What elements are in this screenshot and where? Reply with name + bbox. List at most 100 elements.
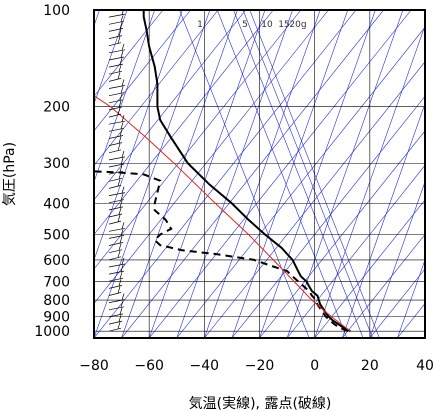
wind-barbs bbox=[108, 10, 126, 332]
wind-barb bbox=[108, 100, 123, 111]
y-tick-label: 100 bbox=[43, 3, 70, 19]
wind-barb bbox=[108, 300, 125, 311]
moist-adiabat-line bbox=[369, 180, 425, 338]
wind-barb bbox=[108, 107, 122, 118]
wind-barb bbox=[108, 65, 123, 75]
mixing-ratio-line bbox=[242, 10, 373, 338]
series-group bbox=[94, 10, 351, 333]
x-axis-title: 気温(実線), 露点(破線) bbox=[189, 396, 332, 412]
wind-barb bbox=[108, 143, 122, 154]
wind-barb bbox=[108, 10, 126, 18]
wind-barb bbox=[108, 172, 123, 182]
moist-adiabat-line bbox=[341, 102, 425, 338]
x-tick-label: 20 bbox=[361, 358, 379, 374]
moist-adiabat-line bbox=[397, 259, 425, 338]
wind-barb bbox=[108, 322, 122, 332]
wind-barb bbox=[108, 122, 125, 132]
y-tick-label: 800 bbox=[43, 293, 70, 309]
wind-barb bbox=[108, 86, 125, 97]
plot-frame bbox=[93, 9, 426, 339]
dry-adiabat-line bbox=[94, 10, 302, 270]
wind-barb bbox=[108, 264, 125, 275]
wind-barb bbox=[108, 186, 126, 196]
wind-barb bbox=[108, 236, 124, 246]
mixing-ratio-line bbox=[179, 10, 310, 338]
moist-adiabat-line bbox=[259, 10, 376, 338]
dry-adiabat-line bbox=[369, 268, 425, 338]
dry-adiabat-line bbox=[121, 10, 384, 338]
moist-adiabat-line bbox=[94, 10, 128, 105]
dry-adiabat-line bbox=[286, 164, 425, 338]
mixing-ratio-label: 1 bbox=[197, 20, 203, 30]
wind-barb bbox=[108, 115, 126, 125]
wind-barb bbox=[108, 157, 125, 168]
moist-adiabat-line bbox=[176, 10, 293, 338]
moist-adiabat-line bbox=[94, 10, 183, 261]
wind-barb bbox=[108, 307, 124, 318]
mixing-ratio-label: 15 bbox=[278, 20, 289, 30]
wind-barb bbox=[108, 29, 123, 39]
wind-barb bbox=[108, 222, 126, 232]
wind-barb bbox=[108, 43, 126, 54]
moist-adiabat-line bbox=[94, 10, 211, 338]
wind-barb bbox=[108, 79, 126, 89]
dry-adiabat-line bbox=[314, 199, 425, 338]
x-tick-label: −40 bbox=[190, 358, 220, 374]
x-tick-label: −20 bbox=[245, 358, 275, 374]
wind-barb bbox=[108, 250, 122, 261]
wind-barb bbox=[108, 15, 125, 25]
y-tick-label: 300 bbox=[43, 156, 70, 172]
wind-barb bbox=[108, 93, 124, 104]
y-tick-label: 700 bbox=[43, 274, 70, 290]
y-tick-label: 400 bbox=[43, 196, 70, 212]
mixing-ratio-line bbox=[216, 10, 348, 338]
x-tick-label: 40 bbox=[416, 358, 434, 374]
y-axis-title: 気圧(hPa) bbox=[2, 142, 18, 206]
wind-barb bbox=[108, 50, 125, 61]
x-tick-label: −80 bbox=[79, 358, 109, 374]
y-tick-label: 900 bbox=[43, 310, 70, 326]
moist-adiabat-line bbox=[94, 10, 155, 183]
wind-barb bbox=[108, 193, 125, 204]
dry-adiabat-line bbox=[204, 61, 425, 338]
mixing-ratio-label: 20g bbox=[289, 20, 306, 30]
wind-barb bbox=[108, 257, 126, 268]
dry-adiabat-line bbox=[231, 95, 425, 338]
dewpoint-line bbox=[94, 170, 349, 333]
wind-barb bbox=[108, 136, 123, 146]
moist-adiabat-line bbox=[204, 10, 321, 338]
wind-barb bbox=[108, 129, 124, 139]
dry-adiabat-line bbox=[94, 10, 219, 166]
wind-barb bbox=[108, 179, 122, 189]
reference-lines bbox=[94, 10, 425, 338]
wind-barb bbox=[108, 279, 123, 289]
mixing-ratio-line bbox=[233, 10, 364, 338]
wind-barb bbox=[108, 57, 124, 68]
wind-barb bbox=[108, 286, 122, 296]
x-axis: −80 −60 −40 −20 0 20 40 bbox=[79, 358, 434, 374]
dry-adiabat-line bbox=[94, 10, 246, 201]
dry-adiabat-line bbox=[94, 10, 357, 338]
x-tick-label: 0 bbox=[310, 358, 319, 374]
wind-barb bbox=[108, 214, 122, 225]
wind-barb bbox=[108, 272, 124, 282]
moist-adiabat-line bbox=[148, 10, 266, 338]
wind-barb bbox=[108, 22, 124, 32]
dry-adiabat-line bbox=[342, 233, 425, 338]
wind-barb bbox=[108, 207, 123, 218]
dry-adiabat-line bbox=[94, 10, 191, 132]
dry-adiabat-line bbox=[94, 10, 274, 235]
x-tick-label: −60 bbox=[134, 358, 164, 374]
y-tick-label: 500 bbox=[43, 228, 70, 244]
wind-barb bbox=[108, 229, 125, 239]
moist-adiabat-line bbox=[121, 10, 238, 338]
wind-barb bbox=[108, 314, 123, 325]
parcel-line bbox=[94, 95, 351, 332]
wind-barb bbox=[108, 150, 126, 161]
wind-barb bbox=[108, 72, 122, 82]
moist-adiabat-line bbox=[314, 24, 425, 338]
dry-adiabat-line bbox=[148, 10, 412, 338]
wind-barb bbox=[108, 200, 124, 211]
